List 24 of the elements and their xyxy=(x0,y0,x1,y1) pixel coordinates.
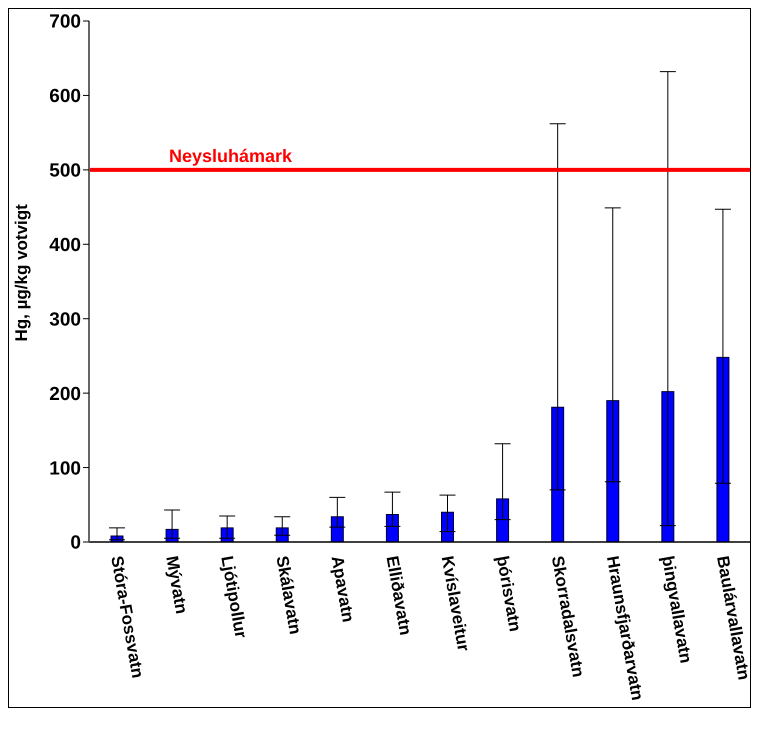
x-tick-label: Apavatn xyxy=(328,554,358,624)
bar xyxy=(386,514,399,542)
y-tick-label: 0 xyxy=(70,532,81,554)
y-tick-label: 500 xyxy=(49,160,81,182)
bar xyxy=(606,400,620,542)
x-tick-label: Ljótipollur xyxy=(217,554,251,640)
bar xyxy=(551,406,564,542)
x-tick-label: þórisvatn xyxy=(492,554,525,634)
x-tick-label: Skálavatn xyxy=(272,554,305,636)
x-tick-label: Mývatn xyxy=(162,554,192,616)
y-tick-label: 600 xyxy=(49,86,81,108)
y-tick-label: 300 xyxy=(49,309,81,330)
x-tick-label: Elliðavatn xyxy=(382,554,416,637)
bar xyxy=(496,498,510,542)
bar xyxy=(716,356,730,542)
y-tick-label: 200 xyxy=(49,384,81,405)
x-tick-label: Kvíslaveitur xyxy=(438,554,474,653)
y-axis-title: Hg, µg/kg votvigt xyxy=(12,204,32,342)
bar xyxy=(661,391,674,542)
bar xyxy=(330,516,344,542)
y-tick-label: 100 xyxy=(49,458,81,480)
y-tick-label: 700 xyxy=(49,12,81,33)
y-tick-label: 400 xyxy=(49,235,81,256)
ref-line-label: Neysluhámark xyxy=(169,146,294,166)
